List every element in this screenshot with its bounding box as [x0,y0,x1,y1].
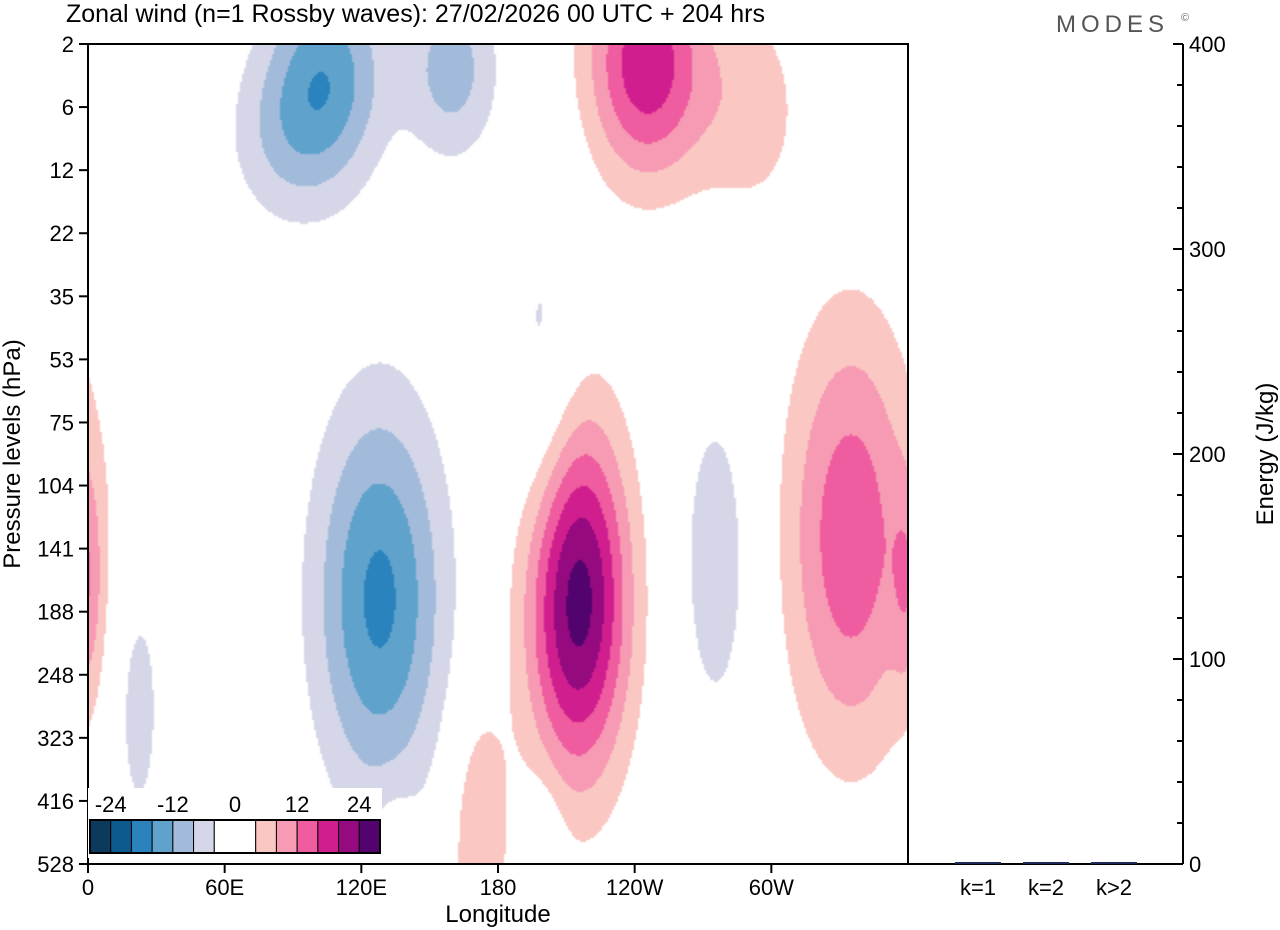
energy-axis: 0 100 200 300 400 [1173,32,1226,877]
longitude-tick-label: 120W [606,875,664,900]
colorbar-swatch [317,819,340,854]
modes-logo: MODES © [1056,11,1189,38]
colorbar-label: 24 [347,792,371,817]
colorbar-swatch [296,819,319,854]
pressure-tick-label: 528 [37,852,74,877]
longitude-tick-label: 60E [205,875,244,900]
longitude-tick-label: 180 [480,875,517,900]
pressure-tick-label: 248 [37,663,74,688]
pressure-tick-label: 35 [50,284,74,309]
longitude-tick-label: 120E [336,875,387,900]
energy-tick-label: 400 [1189,32,1226,57]
brand-copyright-mark: © [1181,12,1189,24]
colorbar-swatch [151,819,174,854]
pressure-tick-label: 104 [37,474,74,499]
colorbar-swatch [338,819,360,854]
colorbar-swatch [275,819,298,854]
y-axis-label: Pressure levels (hPa) [0,339,26,568]
contour-field [88,44,908,864]
pressure-tick-label: 188 [37,600,74,625]
colorbar-label: 12 [285,792,309,817]
x-axis-label: Longitude [445,901,550,928]
energy-tick-label: 300 [1189,237,1226,262]
colorbar-swatch [255,819,277,854]
y2-axis-label: Energy (J/kg) [1252,383,1279,526]
longitude-axis: 0 60E 120E 180 120W 60W [82,864,794,900]
pressure-tick-label: 53 [50,347,74,372]
pressure-tick-label: 141 [37,537,74,562]
pressure-axis: 2 6 12 22 35 53 75 104 141 188 248 323 416 528 [37,32,88,877]
energy-tick-label: 0 [1189,852,1201,877]
energy-tick-label: 200 [1189,442,1226,467]
energy-bar [955,862,1001,864]
pressure-tick-label: 75 [50,410,74,435]
pressure-tick-label: 416 [37,789,74,814]
energy-bar [1023,862,1069,864]
energy-bar-label: k=1 [960,875,996,900]
colorbar-frame [89,819,381,854]
pressure-tick-label: 6 [62,95,74,120]
colorbar-swatch [172,819,195,854]
colorbar-swatch [358,819,381,854]
colorbar-swatch [213,819,257,854]
pressure-tick-label: 323 [37,726,74,751]
colorbar-swatch [193,819,215,854]
colorbar-label: 0 [229,792,241,817]
longitude-tick-label: 0 [82,875,94,900]
chart-title: Zonal wind (n=1 Rossby waves): 27/02/202… [66,0,765,28]
brand-text: MODES [1056,11,1169,38]
colorbar-swatches [89,819,381,854]
energy-bar-label: k>2 [1096,875,1132,900]
colorbar-label: -12 [157,792,189,817]
colorbar-label: -24 [95,792,127,817]
colorbar-legend: -24 -12 0 12 24 [88,788,382,858]
pressure-tick-label: 2 [62,32,74,57]
colorbar-swatch [130,819,153,854]
energy-tick-label: 100 [1189,647,1226,672]
wind-contour-image [88,44,908,864]
energy-bars: k=1 k=2 k>2 [955,862,1137,900]
pressure-tick-label: 22 [50,221,74,246]
energy-bar [1091,862,1137,864]
colorbar-labels: -24 -12 0 12 24 [95,792,372,817]
longitude-tick-label: 60W [749,875,794,900]
energy-bar-label: k=2 [1028,875,1064,900]
colorbar-swatch [110,819,132,854]
colorbar-swatch [89,819,112,854]
pressure-tick-label: 12 [50,158,74,183]
